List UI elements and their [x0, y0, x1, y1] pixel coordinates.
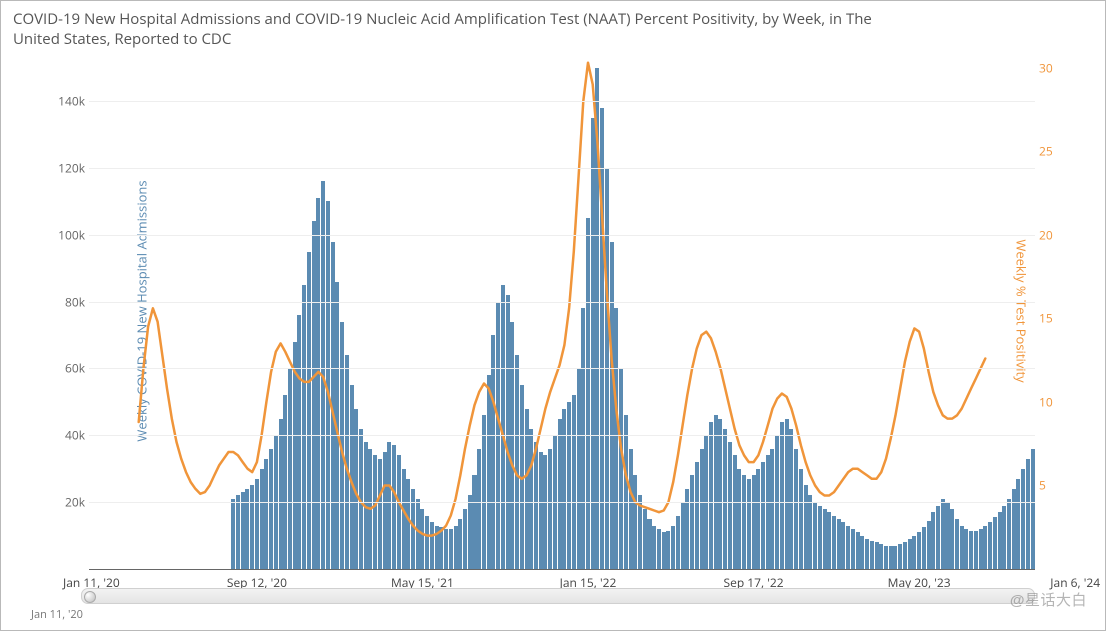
- watermark: @星话大白: [1010, 589, 1087, 610]
- gridline: [89, 435, 1035, 436]
- chart-card: COVID-19 New Hospital Admissions and COV…: [0, 0, 1106, 631]
- y-left-tick: 20k: [47, 494, 85, 511]
- y-right-tick: 30: [1039, 59, 1065, 76]
- gridline: [89, 168, 1035, 169]
- y-left-tick: 100k: [47, 226, 85, 243]
- plot-region: 20k40k60k80k100k120k140k51015202530Jan 1…: [89, 51, 1035, 570]
- gridline: [89, 502, 1035, 503]
- chart-area: Weekly COVID-19 New Hospital Admissions …: [9, 51, 1095, 570]
- y-right-tick: 5: [1039, 477, 1065, 494]
- scrollbar-handle[interactable]: [84, 591, 96, 603]
- positivity-line: [139, 63, 986, 536]
- scrollbar-start-label: Jan 11, '20: [31, 607, 83, 622]
- y-right-tick: 20: [1039, 226, 1065, 243]
- y-right-tick: 25: [1039, 143, 1065, 160]
- y-right-tick: 15: [1039, 310, 1065, 327]
- gridline: [89, 101, 1035, 102]
- gridline: [89, 368, 1035, 369]
- y-left-tick: 120k: [47, 159, 85, 176]
- y-left-tick: 40k: [47, 427, 85, 444]
- line-layer: [89, 51, 1035, 569]
- gridline: [89, 235, 1035, 236]
- gridline: [89, 302, 1035, 303]
- y-right-tick: 10: [1039, 393, 1065, 410]
- y-left-tick: 140k: [47, 93, 85, 110]
- y-left-tick: 60k: [47, 360, 85, 377]
- chart-title: COVID-19 New Hospital Admissions and COV…: [13, 9, 913, 50]
- watermark-text: 星话大白: [1025, 592, 1087, 609]
- y-left-tick: 80k: [47, 293, 85, 310]
- time-range-scrollbar[interactable]: [81, 588, 1035, 604]
